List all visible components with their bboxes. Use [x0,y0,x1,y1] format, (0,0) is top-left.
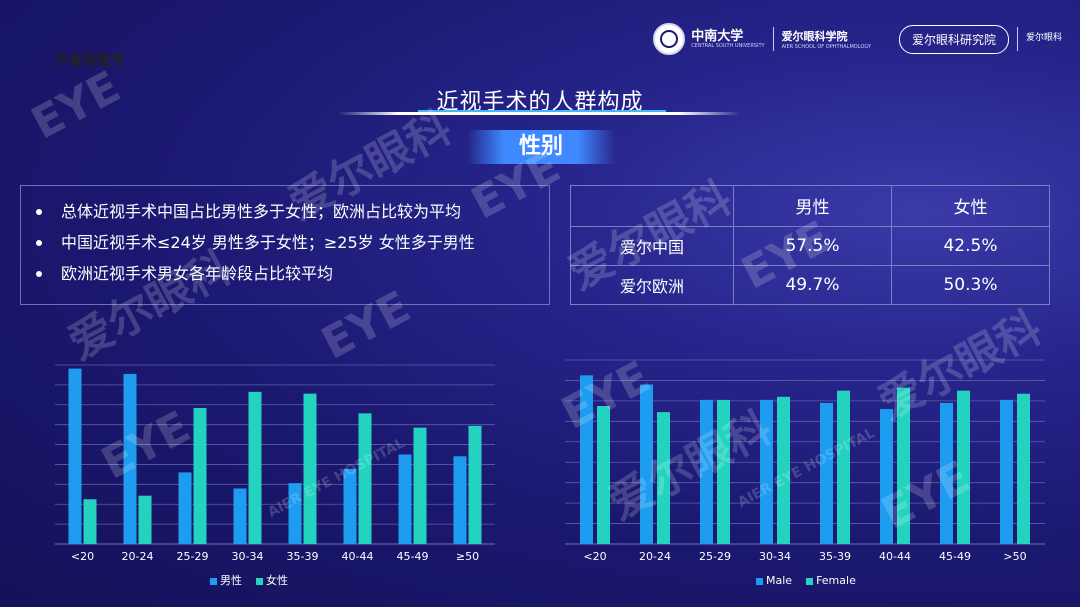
bar-female-7 [1017,393,1030,544]
bar-female-4 [837,390,850,544]
finding-item: 欧洲近视手术男女各年龄段占比较平均 [36,258,549,289]
x-tick-label: >50 [1003,550,1026,563]
university-logo: 中南大学 CENTRAL SOUTH UNIVERSITY [653,23,765,55]
table-row: 爱尔欧洲 49.7% 50.3% [570,264,1050,306]
title-underline [338,112,740,115]
bar-male-3 [760,399,773,544]
legend-item: 女性 [256,572,288,588]
x-tick-label: 45-49 [939,550,971,563]
table-cell: 爱尔欧洲 [570,264,734,306]
legend-item: 男性 [210,572,242,588]
table-header-cell: 女性 [891,185,1050,227]
bar-male-1 [640,384,653,544]
china-gender-age-chart: <20 20-24 25-29 30-34 35-39 40-44 45-49 ≥50 [55,364,495,563]
table-row: 爱尔中国 57.5% 42.5% [570,225,1050,266]
university-seal-icon [653,23,686,55]
finding-item: 总体近视手术中国占比男性多于女性；欧洲占比较为平均 [36,196,549,227]
bar-male-5 [880,409,893,544]
bar-female-5 [358,413,372,544]
x-tick-label: 40-44 [879,550,911,563]
table-cell: 爱尔中国 [570,225,734,266]
finding-item: 中国近视手术≤24岁 男性多于女性；≥25岁 女性多于男性 [36,227,549,258]
legend-swatch-male [756,577,763,585]
university-subtitle: CENTRAL SOUTH UNIVERSITY [691,42,765,49]
table-cell: 42.5% [891,225,1050,266]
table-header-cell: 男性 [733,185,892,227]
bar-male-5 [343,468,357,544]
x-tick-label: 30-34 [232,550,264,563]
title-accent-line [418,110,666,112]
bar-male-2 [178,472,192,544]
legend-label: Male [766,574,793,587]
x-tick-label: 20-24 [639,550,671,563]
bar-male-1 [123,373,137,544]
watermark-text: 作者和账号 [55,53,125,69]
bar-male-7 [453,456,467,544]
header-logos: 中南大学 CENTRAL SOUTH UNIVERSITY 爱尔眼科学院 AIE… [653,22,1062,56]
school-name: 爱尔眼科学院 [781,30,848,43]
aier-small-logo: 爱尔眼科 [1025,33,1062,44]
table-cell: 49.7% [733,264,892,306]
bar-female-6 [957,390,970,544]
legend-label: Female [816,574,856,587]
bar-male-3 [233,488,247,544]
table-header-cell [570,185,734,227]
bar-female-4 [303,393,317,544]
bar-female-1 [657,412,670,544]
bar-male-7 [1000,399,1013,544]
bar-female-3 [248,391,262,544]
bar-female-3 [777,396,790,544]
bar-female-0 [597,406,610,544]
x-tick-label: <20 [71,550,94,563]
bar-female-0 [83,499,97,544]
bar-male-4 [820,402,833,544]
bar-male-0 [580,375,593,544]
bar-male-4 [288,483,302,544]
x-tick-label: ≥50 [456,550,479,563]
x-tick-label: 35-39 [287,550,319,563]
table-header-row: 男性 女性 [570,185,1050,227]
table-cell: 50.3% [891,264,1050,306]
bar-male-2 [700,399,713,544]
x-tick-label: 20-24 [122,550,154,563]
header-divider-2 [1016,27,1018,51]
university-name: 中南大学 [691,28,744,44]
x-tick-label: 30-34 [759,550,791,563]
table-cell: 57.5% [733,225,892,266]
school-logo: 爱尔眼科学院 AIER SCHOOL OF OPHTHALMOLOGY [782,28,871,50]
section-banner: 性别 [467,130,615,164]
x-tick-label: 40-44 [342,550,374,563]
x-tick-label: 25-29 [177,550,209,563]
legend-swatch-female [256,577,263,585]
legend-label: 男性 [220,574,242,587]
bar-male-0 [68,368,82,544]
bar-male-6 [940,402,953,544]
bar-female-2 [717,399,730,544]
header-divider [772,27,774,51]
bar-female-6 [413,427,427,544]
bar-female-1 [138,495,152,544]
legend-swatch-male [210,577,217,585]
bar-female-2 [193,407,207,544]
x-tick-label: <20 [583,550,606,563]
bar-female-5 [897,387,910,544]
legend-item: Male [756,574,792,587]
legend-label: 女性 [266,574,288,587]
x-tick-label: 35-39 [819,550,851,563]
x-tick-label: 25-29 [699,550,731,563]
legend-item: Female [806,574,856,587]
school-subtitle: AIER SCHOOL OF OPHTHALMOLOGY [781,44,871,50]
x-tick-label: 45-49 [397,550,429,563]
research-institute-badge: 爱尔眼科研究院 [898,24,1009,54]
bar-male-6 [398,454,412,544]
chart-legend-europe: Male Female [756,574,856,587]
chart-legend-china: 男性 女性 [210,572,288,588]
legend-swatch-female [806,577,814,585]
findings-box: 总体近视手术中国占比男性多于女性；欧洲占比较为平均 中国近视手术≤24岁 男性多… [20,185,550,305]
bar-female-7 [468,425,482,544]
europe-gender-age-chart: <20 20-24 25-29 30-34 35-39 40-44 45-49 >50 [565,359,1045,563]
gender-ratio-table: 男性 女性 爱尔中国 57.5% 42.5% 爱尔欧洲 49.7% 50.3% [570,185,1050,306]
